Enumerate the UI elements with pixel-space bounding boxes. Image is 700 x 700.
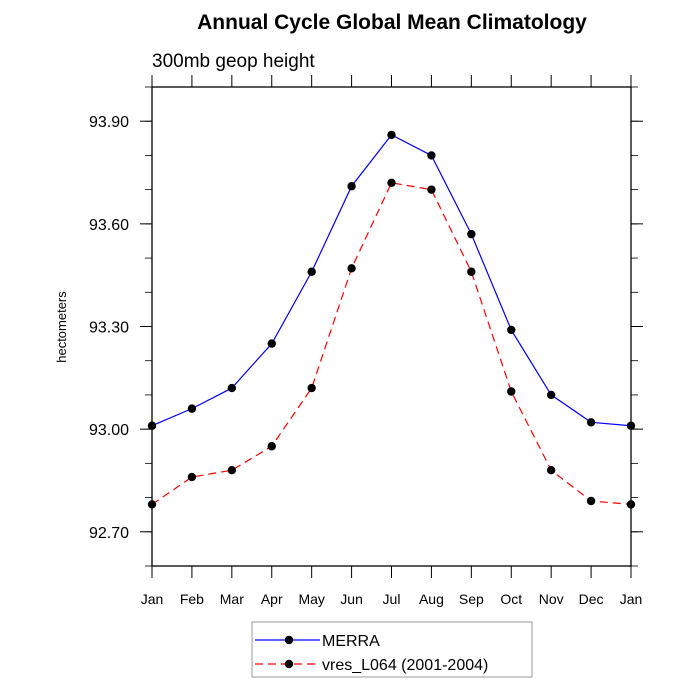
x-tick-label: Nov [539,591,564,607]
data-point [546,466,556,475]
legend-label: MERRA [322,633,380,650]
series-line [151,182,632,506]
legend-box [251,621,533,678]
data-point [147,500,157,509]
axes: Jan Feb Mar Apr May Jun Jul Aug Sep Oct Nov Dec Jan 9… [89,75,643,607]
series-vres-l064 [147,178,636,509]
data-point [507,387,516,396]
data-point [187,472,197,482]
data-point [427,185,436,194]
x-tick-label: Dec [579,591,604,607]
legend-marker [284,659,294,669]
series-merra [147,130,636,430]
series-layer [147,130,636,509]
data-point [227,466,237,475]
data-point [586,496,596,506]
plot-frame [151,86,632,567]
y-tick-label: 93.60 [89,217,129,234]
y-tick-label: 92.70 [89,525,129,542]
data-point [387,178,396,187]
data-point [147,421,157,430]
data-point [387,130,396,140]
data-point [267,442,276,451]
x-tick-label: May [298,591,324,607]
x-tick-label: Aug [419,591,444,607]
legend-item: vres_L064 (2001-2004) [255,657,488,674]
data-point [307,267,316,276]
x-tick-label: Oct [500,591,522,607]
data-point [227,383,237,393]
legend-item: MERRA [255,633,380,650]
x-tick-label: Feb [180,591,204,607]
data-point [467,229,476,239]
data-point [427,151,436,160]
data-point [626,500,636,509]
data-point [546,390,556,400]
data-point [347,264,356,273]
chart-title: Annual Cycle Global Mean Climatology [197,11,587,34]
data-point [467,267,476,276]
legend-marker [284,635,294,645]
y-tick-label: 93.00 [89,422,129,439]
data-point [507,325,516,335]
data-point [267,339,276,348]
y-axis-label: hectometers [54,291,69,363]
x-tick-label: Mar [220,591,244,607]
chart-subtitle: 300mb geop height [152,51,315,72]
legend: MERRA vres_L064 (2001-2004) [251,621,533,678]
x-tick-label: Jul [383,591,401,607]
data-point [347,182,356,191]
y-tick-label: 93.90 [89,114,129,131]
data-point [626,421,636,430]
x-tick-label: Jan [141,591,164,607]
x-tick-label: Jun [340,591,363,607]
legend-label: vres_L064 (2001-2004) [322,657,488,674]
data-point [307,383,316,393]
x-tick-label: Sep [459,591,484,607]
x-tick-label: Jan [620,591,643,607]
y-tick-label: 93.30 [89,320,129,337]
series-line [151,134,632,427]
x-tick-label: Apr [261,591,283,607]
data-point [187,404,197,413]
data-point [586,418,596,427]
